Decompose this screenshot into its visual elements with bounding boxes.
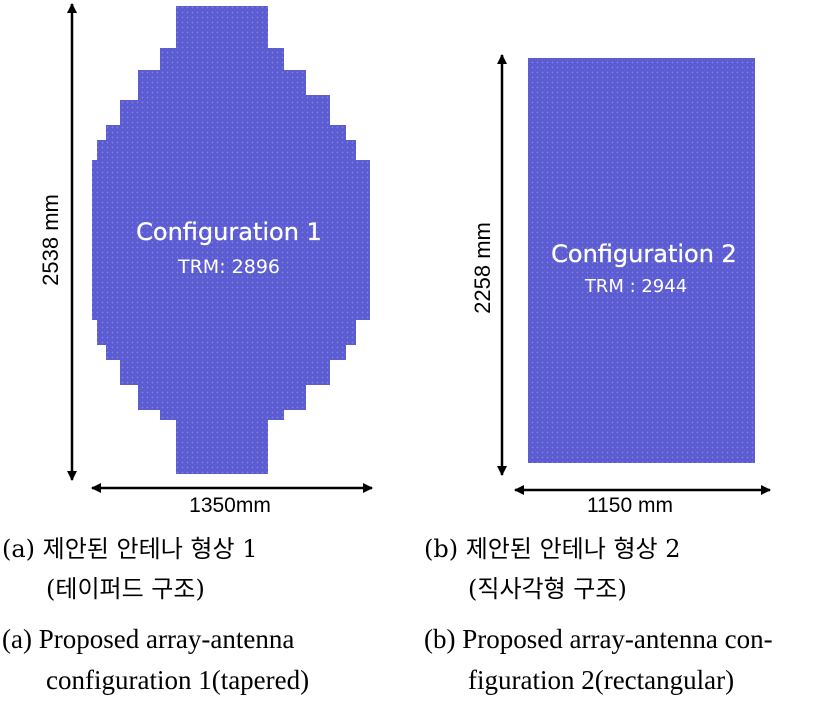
panel-b-caption-en-line1: (b) Proposed array-antenna con- <box>424 624 773 654</box>
panel-b-width-label: 1150 mm <box>587 494 673 515</box>
panel-b-caption-en-line2: figuration 2(rectangular) <box>468 665 735 695</box>
panel-a-caption-en-line1: (a) Proposed array-antenna <box>2 624 295 654</box>
panel-a-height-label: 2538 mm <box>38 194 63 286</box>
figure-canvas: Configuration 1 TRM: 2896 2538 mm 1350mm… <box>38 3 771 515</box>
panel-a-caption-ko-line1: (a) 제안된 안테나 형상 1 <box>2 535 258 563</box>
panel-b-trm-label: TRM : 2944 <box>584 276 687 297</box>
rectangular-array <box>528 58 755 463</box>
panel-a-caption-en-line2: configuration 1(tapered) <box>46 665 310 695</box>
panel-a-diagram: Configuration 1 TRM: 2896 2538 mm 1350mm <box>38 3 373 515</box>
panel-b-config-label: Configuration 2 <box>551 240 737 268</box>
panel-b-caption-ko-line1: (b) 제안된 안테나 형상 2 <box>424 535 681 563</box>
panel-a-width-label: 1350mm <box>189 494 271 515</box>
panel-a-caption-ko-line2: (테이퍼드 구조) <box>46 575 205 603</box>
panel-a-trm-label: TRM: 2896 <box>177 256 280 278</box>
panel-b-caption-ko-line2: (직사각형 구조) <box>468 575 627 603</box>
panel-b-diagram: Configuration 2 TRM : 2944 2258 mm 1150 … <box>470 54 771 515</box>
tapered-array <box>92 6 370 474</box>
panel-a-config-label: Configuration 1 <box>136 218 322 246</box>
panel-b-height-label: 2258 mm <box>470 222 495 314</box>
